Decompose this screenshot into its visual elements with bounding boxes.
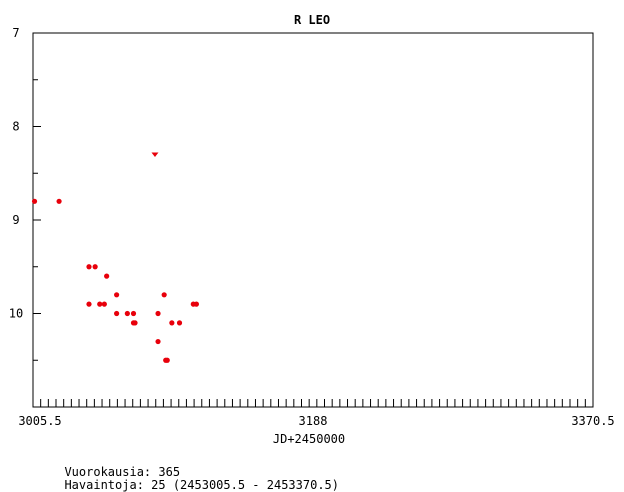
x-axis-label: JD+2450000 bbox=[273, 432, 345, 446]
data-point bbox=[193, 301, 199, 307]
data-point bbox=[161, 292, 167, 298]
upper-limit-marker bbox=[151, 152, 159, 158]
data-point bbox=[56, 198, 62, 204]
chart-title: R LEO bbox=[294, 13, 330, 27]
data-point bbox=[169, 320, 175, 326]
observations-label: Havaintoja: 25 (2453005.5 - 2453370.5) bbox=[64, 478, 339, 492]
y-tick-label: 8 bbox=[12, 120, 19, 134]
x-tick-label: 3370.5 bbox=[571, 414, 614, 428]
data-point bbox=[124, 310, 130, 317]
data-point bbox=[86, 264, 92, 270]
x-tick-label: 3188 bbox=[299, 414, 328, 428]
days-label: Vuorokausia: 365 bbox=[64, 465, 181, 479]
data-point bbox=[132, 320, 138, 326]
y-axis-labels: 7 8 9 10 bbox=[9, 26, 23, 321]
y-tick-label: 7 bbox=[12, 26, 19, 40]
footer-days: Vuorokausia: 365 bbox=[50, 453, 180, 479]
data-point bbox=[31, 198, 38, 204]
data-point bbox=[164, 357, 170, 363]
data-point bbox=[97, 301, 103, 307]
data-point bbox=[176, 320, 183, 326]
y-tick-label: 9 bbox=[12, 213, 19, 227]
data-point bbox=[86, 301, 92, 307]
plot-frame bbox=[32, 32, 594, 408]
footer-observations: Havaintoja: 25 (2453005.5 - 2453370.5) bbox=[50, 466, 339, 492]
y-tick-label: 10 bbox=[9, 307, 23, 321]
data-point bbox=[114, 310, 120, 317]
data-point bbox=[92, 264, 98, 270]
data-points bbox=[31, 152, 199, 363]
data-point bbox=[101, 301, 107, 307]
y-axis-ticks bbox=[33, 32, 41, 408]
data-point bbox=[114, 292, 120, 298]
data-point bbox=[155, 338, 161, 345]
x-axis-labels: 3005.5 3188 3370.5 bbox=[18, 414, 614, 428]
x-tick-label: 3005.5 bbox=[18, 414, 61, 428]
data-point bbox=[130, 310, 137, 317]
chart: R LEO 7 8 9 10 3005.5 3188 3370.5 JD+2450000 bbox=[9, 13, 615, 446]
x-axis-ticks bbox=[32, 399, 594, 407]
data-point bbox=[104, 273, 110, 279]
data-point bbox=[155, 310, 161, 317]
